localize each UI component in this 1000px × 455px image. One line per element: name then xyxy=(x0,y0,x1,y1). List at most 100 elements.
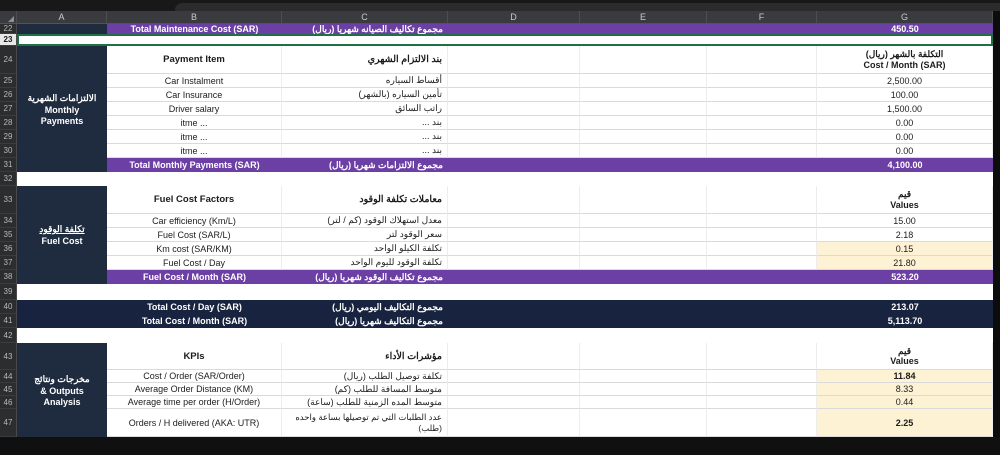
column-header-e[interactable]: E xyxy=(580,11,707,23)
empty-cell[interactable] xyxy=(448,270,580,284)
item-en-cell[interactable]: Fuel Cost (SAR/L) xyxy=(107,228,282,242)
item-en-cell[interactable]: Cost / Order (SAR/Order) xyxy=(107,370,282,383)
empty-cell[interactable] xyxy=(17,172,107,186)
empty-cell[interactable] xyxy=(707,88,817,102)
empty-cell[interactable] xyxy=(17,314,107,328)
empty-cell[interactable] xyxy=(448,88,580,102)
empty-cell[interactable] xyxy=(448,343,580,370)
empty-cell[interactable] xyxy=(282,328,448,343)
grand-total-value-cell[interactable]: 213.07 xyxy=(817,300,993,314)
row-header[interactable]: 43 xyxy=(0,343,17,370)
kpi-header-ar-cell[interactable]: مؤشرات الأداء xyxy=(282,343,448,370)
monthly-total-ar-cell[interactable]: مجموع الالتزامات شهريا (ريال) xyxy=(282,158,448,172)
empty-cell[interactable] xyxy=(580,284,707,300)
item-value-cell[interactable]: 2,500.00 xyxy=(817,74,993,88)
empty-cell[interactable] xyxy=(17,328,107,343)
item-ar-cell[interactable]: متوسط المسافة للطلب (كم) xyxy=(282,383,448,396)
empty-cell[interactable] xyxy=(448,328,580,343)
empty-cell[interactable] xyxy=(448,46,580,74)
row-header[interactable]: 25 xyxy=(0,74,17,88)
item-ar-cell[interactable]: أقساط السياره xyxy=(282,74,448,88)
empty-cell[interactable] xyxy=(707,256,817,270)
empty-cell[interactable] xyxy=(707,242,817,256)
fuel-cost-section-label[interactable]: تكلفة الوقود Fuel Cost xyxy=(17,186,107,284)
grand-total-value-cell[interactable]: 5,113.70 xyxy=(817,314,993,328)
item-ar-cell[interactable]: بند ... xyxy=(282,144,448,158)
grand-total-ar-cell[interactable]: مجموع التكاليف شهريا (ريال) xyxy=(282,314,448,328)
grand-total-en-cell[interactable]: Total Cost / Month (SAR) xyxy=(107,314,282,328)
empty-cell[interactable] xyxy=(707,300,817,314)
empty-cell[interactable] xyxy=(707,343,817,370)
kpi-section-label[interactable]: مخرجات ونتائج & Outputs Analysis xyxy=(17,343,107,437)
maintenance-total-value-cell[interactable]: 450.50 xyxy=(817,24,993,34)
row-header[interactable]: 42 xyxy=(0,328,17,343)
empty-cell[interactable] xyxy=(448,74,580,88)
row-header[interactable]: 37 xyxy=(0,256,17,270)
column-header-g[interactable]: G xyxy=(817,11,993,23)
row-header[interactable]: 34 xyxy=(0,214,17,228)
item-value-cell[interactable]: 0.15 xyxy=(817,242,993,256)
empty-cell[interactable] xyxy=(707,314,817,328)
values-header-cell[interactable]: قيم Values xyxy=(817,343,993,370)
empty-cell[interactable] xyxy=(448,186,580,214)
empty-cell[interactable] xyxy=(282,172,448,186)
row-header[interactable]: 39 xyxy=(0,284,17,300)
row-header[interactable]: 47 xyxy=(0,409,17,437)
empty-cell[interactable] xyxy=(580,116,707,130)
empty-cell[interactable] xyxy=(107,328,282,343)
column-header-b[interactable]: B xyxy=(107,11,282,23)
empty-cell[interactable] xyxy=(707,328,817,343)
empty-cell[interactable] xyxy=(707,74,817,88)
empty-cell[interactable] xyxy=(17,300,107,314)
item-value-cell[interactable]: 2.18 xyxy=(817,228,993,242)
empty-cell[interactable] xyxy=(580,172,707,186)
item-ar-cell[interactable]: راتب السائق xyxy=(282,102,448,116)
row-header[interactable]: 33 xyxy=(0,186,17,214)
empty-cell[interactable] xyxy=(282,284,448,300)
maintenance-total-en-cell[interactable]: Total Maintenance Cost (SAR) xyxy=(107,24,282,34)
empty-cell[interactable] xyxy=(448,116,580,130)
empty-cell[interactable] xyxy=(580,256,707,270)
empty-cell[interactable] xyxy=(580,158,707,172)
empty-cell[interactable] xyxy=(448,396,580,409)
empty-cell[interactable] xyxy=(448,314,580,328)
maintenance-total-ar-cell[interactable]: مجموع تكاليف الصيانه شهريا (ريال) xyxy=(282,24,448,34)
item-value-cell[interactable]: 11.84 xyxy=(817,370,993,383)
column-header-c[interactable]: C xyxy=(282,11,448,23)
monthly-payments-section-label[interactable]: الالتزامات الشهرية Monthly Payments xyxy=(17,46,107,172)
empty-cell[interactable] xyxy=(448,130,580,144)
empty-cell[interactable] xyxy=(580,130,707,144)
empty-cell[interactable] xyxy=(707,158,817,172)
row-header[interactable]: 29 xyxy=(0,130,17,144)
empty-cell[interactable] xyxy=(580,74,707,88)
payment-item-header-cell[interactable]: Payment Item xyxy=(107,46,282,74)
empty-cell[interactable] xyxy=(448,256,580,270)
empty-cell[interactable] xyxy=(580,228,707,242)
empty-cell[interactable] xyxy=(580,88,707,102)
item-ar-cell[interactable]: تكلفة توصيل الطلب (ريال) xyxy=(282,370,448,383)
item-ar-cell[interactable]: تأمين السياره (بالشهر) xyxy=(282,88,448,102)
grand-total-en-cell[interactable]: Total Cost / Day (SAR) xyxy=(107,300,282,314)
item-en-cell[interactable]: itme ... xyxy=(107,144,282,158)
item-en-cell[interactable]: Car Insurance xyxy=(107,88,282,102)
empty-cell[interactable] xyxy=(580,370,707,383)
item-en-cell[interactable]: itme ... xyxy=(107,116,282,130)
fuel-total-value-cell[interactable]: 523.20 xyxy=(817,270,993,284)
kpi-header-cell[interactable]: KPIs xyxy=(107,343,282,370)
empty-cell[interactable] xyxy=(17,284,107,300)
item-ar-cell[interactable]: سعر الوقود لتر xyxy=(282,228,448,242)
empty-cell[interactable] xyxy=(107,284,282,300)
empty-cell[interactable] xyxy=(448,242,580,256)
empty-cell[interactable] xyxy=(448,24,580,34)
empty-cell[interactable] xyxy=(448,409,580,437)
item-ar-cell[interactable]: بند ... xyxy=(282,116,448,130)
item-ar-cell[interactable]: عدد الطلبات التي تم توصيلها بساعة واحده … xyxy=(282,409,448,437)
empty-cell[interactable] xyxy=(580,214,707,228)
empty-cell[interactable] xyxy=(580,343,707,370)
empty-cell[interactable] xyxy=(707,172,817,186)
empty-cell[interactable] xyxy=(707,102,817,116)
item-ar-cell[interactable]: معدل استهلاك الوقود (كم / لتر) xyxy=(282,214,448,228)
empty-cell[interactable] xyxy=(448,172,580,186)
empty-cell[interactable] xyxy=(580,102,707,116)
item-value-cell[interactable]: 0.44 xyxy=(817,396,993,409)
